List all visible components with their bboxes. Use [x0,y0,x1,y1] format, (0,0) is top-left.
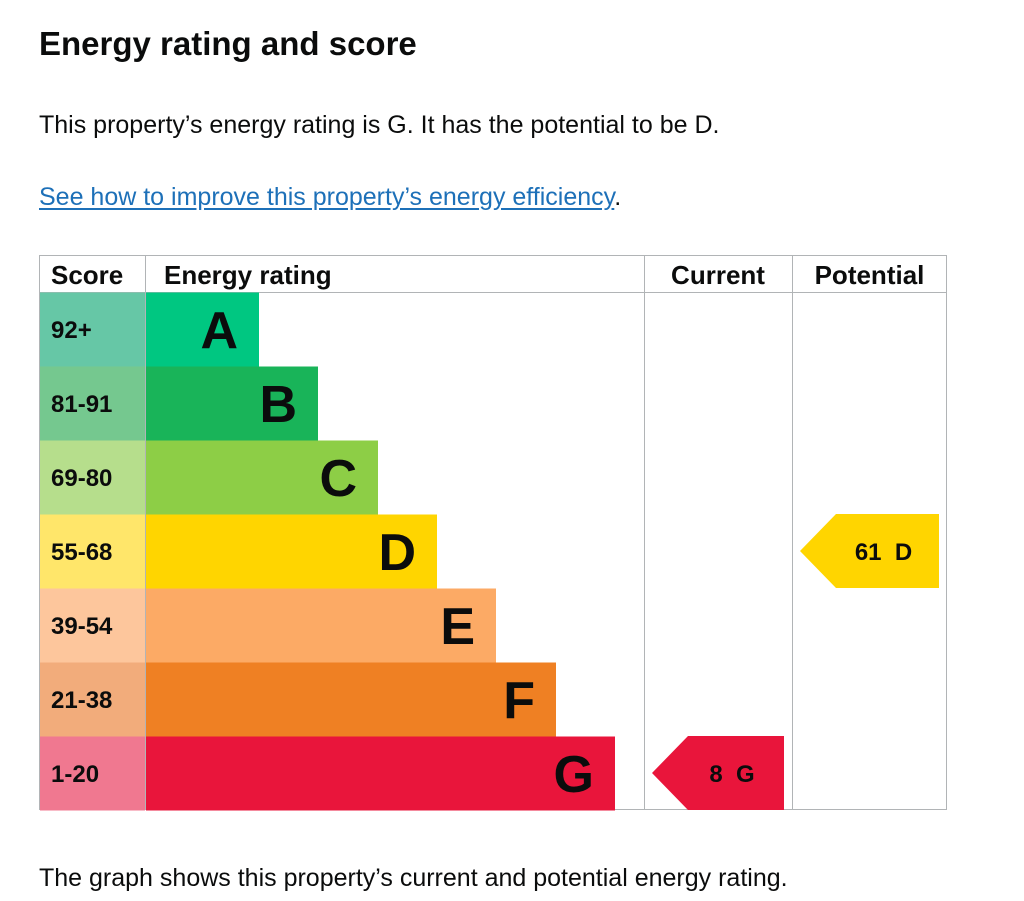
score-range-e: 39-54 [51,613,113,640]
rating-letter-g: G [554,746,594,804]
rating-letter-e: E [440,598,475,656]
rating-letter-c: C [319,450,357,508]
score-cell-c [40,440,145,515]
score-cell-d [40,514,145,589]
rating-letter-f: F [503,672,535,730]
rating-bar-a [146,292,259,367]
header-potential: Potential [815,260,925,290]
score-range-b: 81-91 [51,391,112,418]
rating-bar-c [146,440,378,515]
potential-rating-marker [800,514,939,588]
rating-bar-b [146,366,318,441]
rating-letter-d: D [378,524,416,582]
potential-rating-label: 61 D [855,539,912,566]
current-rating-label: 8 G [709,761,754,788]
current-rating-marker [652,736,784,810]
rating-bar-e [146,588,496,663]
score-cell-f [40,662,145,737]
score-range-d: 55-68 [51,539,112,566]
rating-summary: This property’s energy rating is G. It h… [39,111,720,139]
header-score: Score [51,260,123,290]
score-cell-a [40,292,145,367]
rating-letter-a: A [200,302,238,360]
score-cell-b [40,366,145,441]
score-range-c: 69-80 [51,465,112,492]
header-current: Current [671,260,765,290]
link-suffix: . [614,183,622,211]
chart-caption: The graph shows this property’s current … [39,864,788,892]
rating-bar-g [146,736,615,811]
header-energy-rating: Energy rating [164,260,332,290]
rating-bar-f [146,662,556,737]
score-range-f: 21-38 [51,687,112,714]
score-range-a: 92+ [51,317,92,344]
page-title: Energy rating and score [39,25,417,62]
score-cell-e [40,588,145,663]
improve-efficiency-link[interactable]: See how to improve this property’s energ… [39,183,615,211]
score-cell-g [40,736,145,811]
score-range-g: 1-20 [51,761,99,788]
rating-bar-d [146,514,437,589]
improve-link-line: See how to improve this property’s energ… [39,180,621,214]
rating-letter-b: B [259,376,297,434]
